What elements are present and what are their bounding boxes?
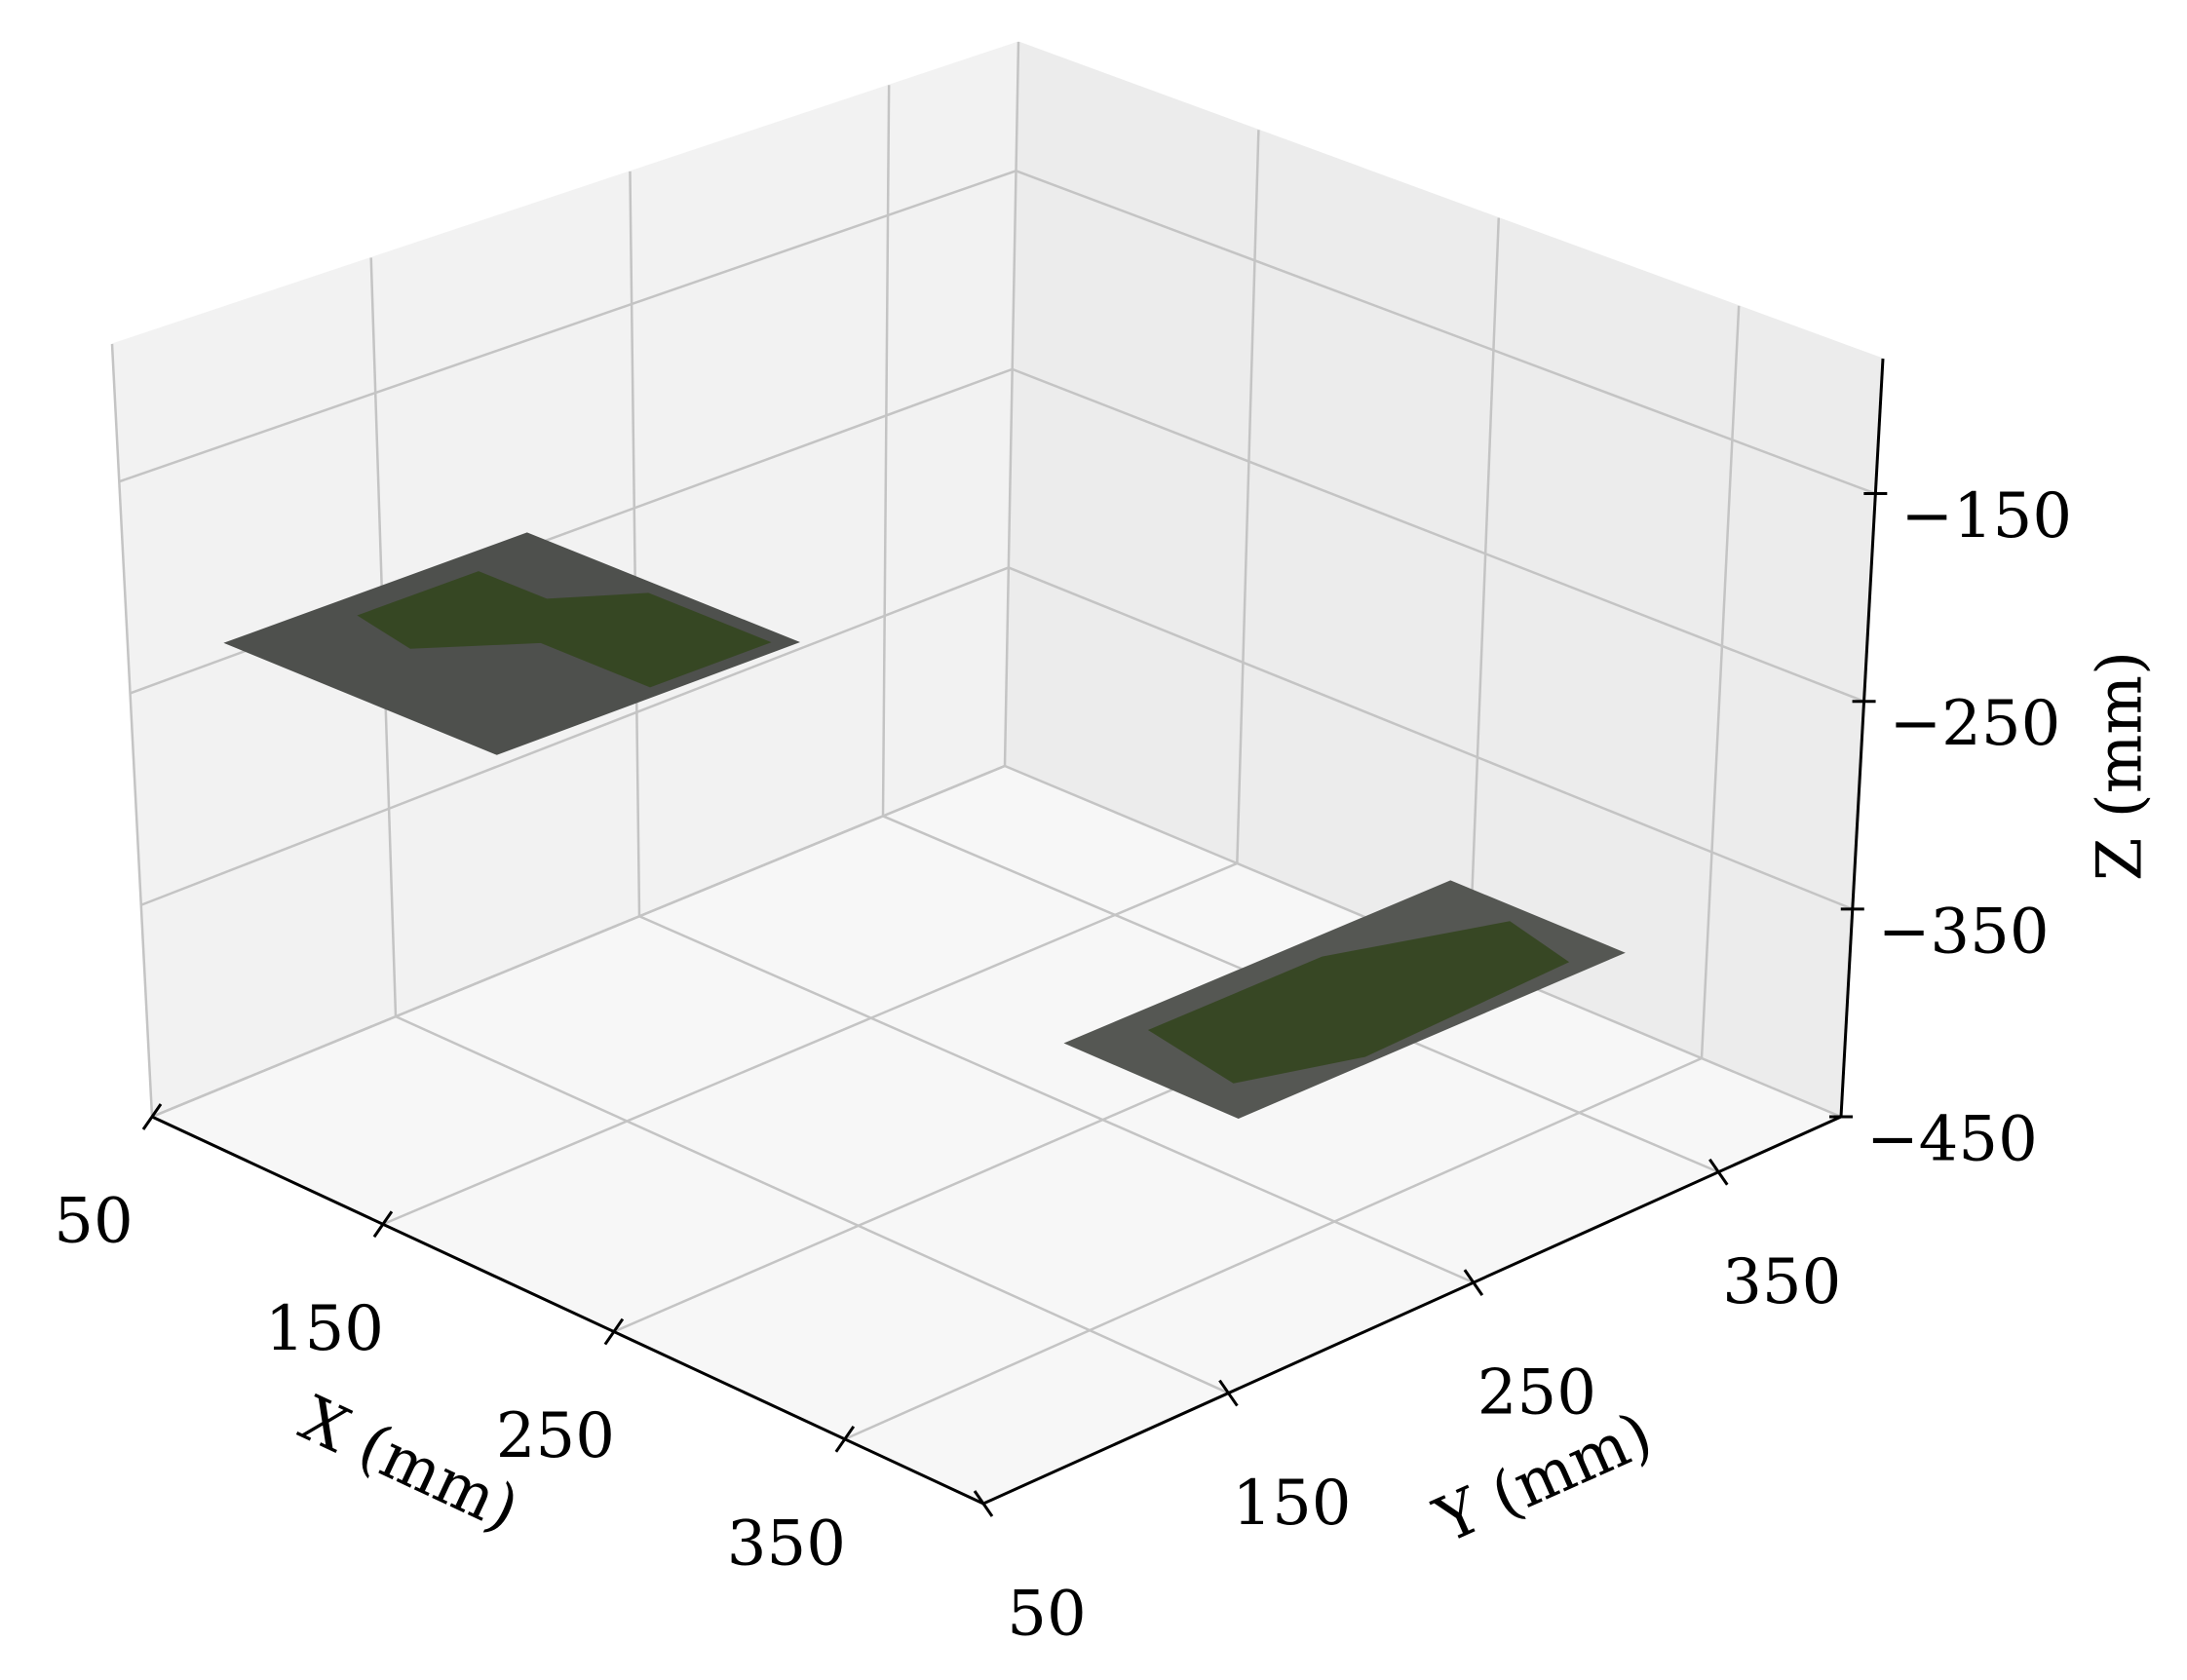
grid-line — [151, 764, 1006, 1119]
grid-line — [1236, 130, 1260, 864]
z-tick-label: −150 — [1900, 480, 2072, 553]
y-tick-label: 350 — [1722, 1246, 1841, 1318]
tick-mark — [1463, 1269, 1484, 1296]
patch-texture — [357, 571, 772, 688]
grid-line — [110, 343, 154, 1118]
tick-mark — [1218, 1379, 1239, 1407]
x-tick-label: 50 — [54, 1186, 133, 1258]
x-tick-label: 350 — [727, 1508, 846, 1580]
x-tick-label: 250 — [496, 1400, 615, 1472]
y-tick-label: 150 — [1232, 1468, 1351, 1540]
tick-mark — [603, 1317, 625, 1346]
grid-line — [1016, 170, 1876, 495]
grid-line — [1700, 305, 1741, 1059]
grid-line — [881, 85, 891, 817]
y-tick-label: 250 — [1477, 1357, 1596, 1430]
tick-mark — [973, 1490, 994, 1517]
grid-line — [118, 170, 1017, 483]
grid-line — [1468, 217, 1501, 962]
z-tick-label: −350 — [1878, 896, 2050, 968]
tick-mark — [372, 1210, 394, 1239]
grid-line — [1008, 566, 1854, 911]
tick-mark — [1708, 1158, 1729, 1186]
grid-line — [395, 1015, 1229, 1394]
grid-line — [638, 915, 1475, 1284]
grid-line — [844, 1056, 1703, 1440]
z-axis-label: Z (mm) — [2085, 651, 2157, 881]
x-tick-label: 150 — [265, 1293, 384, 1365]
y-tick-label: 50 — [1007, 1579, 1086, 1651]
z-tick-label: −450 — [1866, 1104, 2038, 1176]
tick-mark — [834, 1425, 856, 1453]
patch-texture — [1147, 921, 1570, 1084]
grid-line — [1003, 41, 1020, 767]
tick-mark — [141, 1103, 163, 1130]
grid-line — [629, 171, 641, 917]
axis-line — [982, 1115, 1842, 1506]
axis-line — [1839, 358, 1885, 1118]
grid-line — [140, 566, 1010, 906]
z-tick-label: −250 — [1890, 688, 2061, 760]
grid-line — [382, 861, 1238, 1226]
grid-line — [1012, 367, 1865, 703]
